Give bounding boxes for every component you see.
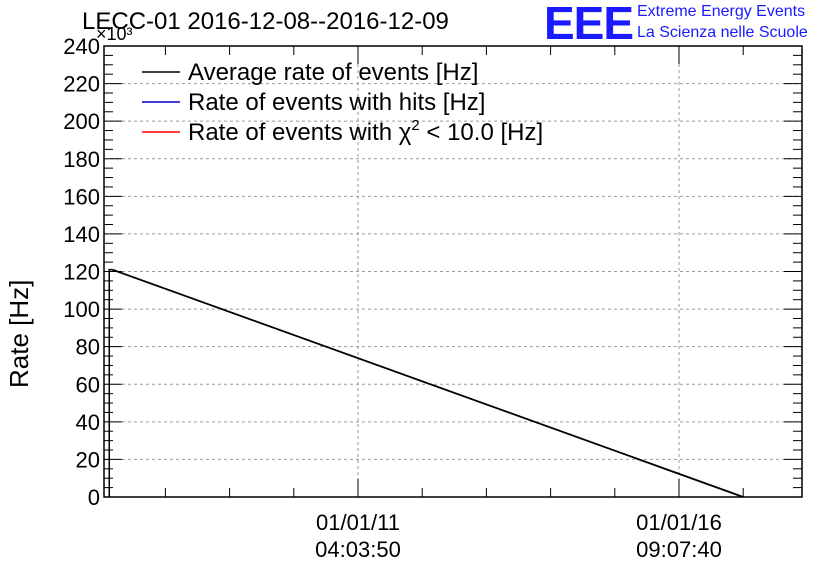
series-edge-line — [108, 268, 113, 497]
y-tick-label: 80 — [76, 335, 100, 360]
plot-frame — [103, 45, 803, 498]
y-tick-label: 100 — [63, 297, 100, 322]
series-drop-line — [111, 268, 744, 498]
eee-logo: EEE — [544, 0, 634, 49]
y-tick-label: 20 — [76, 447, 100, 472]
x-tick-label-date: 01/01/16 — [636, 510, 722, 535]
axes — [103, 45, 803, 498]
grid — [104, 46, 802, 497]
y-axis-label: Rate [Hz] — [4, 279, 34, 388]
y-tick-label: 220 — [63, 72, 100, 97]
logo-text-line1: Extreme Energy Events — [637, 3, 806, 20]
logo-text-line2: La Scienza nelle Scuole — [637, 24, 808, 41]
y-exponent-label: ×10³ — [96, 24, 133, 44]
x-tick-label-time: 04:03:50 — [315, 537, 401, 562]
series-lines — [108, 268, 744, 498]
x-tick-label-date: 01/01/11 — [316, 510, 400, 535]
y-tick-label: 200 — [63, 109, 100, 134]
x-tick-label-time: 09:07:40 — [636, 537, 722, 562]
y-tick-label: 140 — [63, 222, 100, 247]
legend-hits-rate-label: Rate of events with hits [Hz] — [188, 89, 485, 116]
legend: Average rate of events [Hz] Rate of event… — [142, 59, 543, 146]
y-tick-label: 120 — [63, 260, 100, 285]
tick-labels: 0 20 40 60 80 100 120 140 160 180 200 220 240 01/01/1… — [63, 34, 722, 562]
chart-title: LECC-01 2016-12-08--2016-12-09 — [82, 8, 449, 35]
y-tick-label: 0 — [88, 485, 100, 510]
legend-chi2-rate-label: Rate of events with χ2 < 10.0 [Hz] — [188, 117, 543, 146]
legend-average-rate-label: Average rate of events [Hz] — [188, 59, 478, 86]
y-tick-label: 160 — [63, 184, 100, 209]
y-tick-label: 60 — [76, 372, 100, 397]
y-tick-label: 40 — [76, 410, 100, 435]
y-tick-label: 180 — [63, 147, 100, 172]
y-tick-label: 240 — [63, 34, 100, 59]
